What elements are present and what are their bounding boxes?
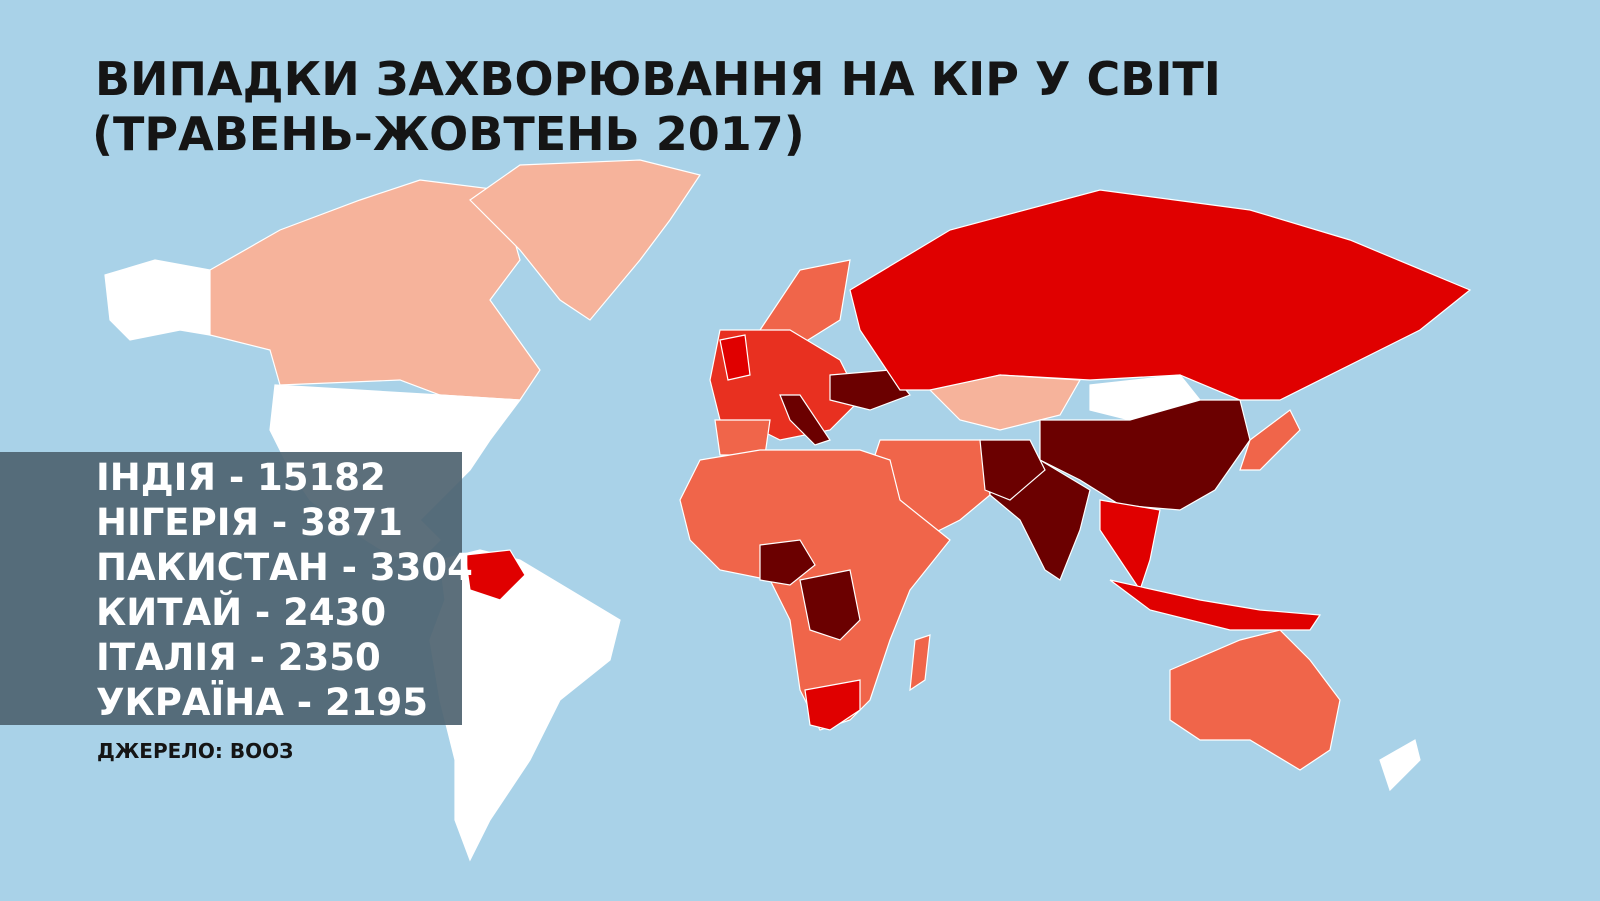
leader-item: НІГЕРІЯ - 3871 [96, 501, 403, 544]
japan [1239, 409, 1301, 471]
title-line: (ТРАВЕНЬ-ЖОВТЕНЬ 2017) [92, 107, 805, 161]
leaders-panel [0, 452, 462, 725]
kazakhstan [928, 374, 1081, 431]
dr-congo [799, 569, 861, 641]
china [1039, 399, 1251, 511]
alaska [104, 259, 216, 341]
new-zealand [1379, 739, 1421, 792]
source: ДЖЕРЕЛО: ВООЗ [97, 739, 293, 763]
leader-item: ПАКИСТАН - 3304 [96, 546, 473, 589]
uk [719, 334, 751, 381]
venezuela [464, 549, 526, 601]
leader-item: ІТАЛІЯ - 2350 [96, 636, 381, 679]
australia [1169, 629, 1341, 771]
indonesia [1109, 579, 1322, 631]
title-line: ВИПАДКИ ЗАХВОРЮВАННЯ НА КІР У СВІТІ [95, 52, 1221, 106]
madagascar [909, 634, 931, 692]
leader-item: КИТАЙ - 2430 [96, 590, 386, 634]
ukraine [829, 369, 911, 411]
canada [209, 179, 541, 401]
south-africa [804, 679, 861, 731]
italy [779, 394, 831, 446]
leader-item: УКРАЇНА - 2195 [96, 680, 428, 724]
leader-item: ІНДІЯ - 15182 [96, 456, 386, 499]
russia [849, 189, 1472, 401]
nigeria [759, 539, 816, 586]
pakistan [979, 439, 1046, 501]
greenland [469, 159, 701, 321]
